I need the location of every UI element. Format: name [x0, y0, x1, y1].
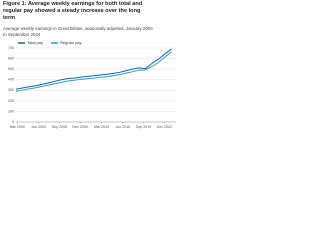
subtitle-box: Average weekly earnings in Great Britain… [3, 26, 153, 37]
x-tick-label: Mar 2013 [94, 125, 109, 129]
y-tick-label: 700 [8, 46, 14, 50]
y-tick-label: 400 [8, 78, 14, 82]
x-tick-label: Mar 2000 [10, 125, 25, 129]
y-tick-label: 600 [8, 57, 14, 61]
x-tick-label: Sep 2019 [136, 125, 151, 129]
y-tick-label: 0 [12, 120, 14, 124]
chart-title: Figure 1: Average weekly earnings for bo… [3, 1, 143, 21]
x-tick-label: Jun 2016 [115, 125, 130, 129]
x-tick-label: Dec 2022 [157, 125, 172, 129]
series-line [15, 48, 172, 90]
series-line [15, 51, 172, 92]
legend-label: Total pay [27, 40, 43, 45]
x-tick-label: Jun 2003 [31, 125, 46, 129]
legend-label: Regular pay [60, 40, 82, 45]
title-box: Figure 1: Average weekly earnings for bo… [3, 1, 143, 21]
y-tick-label: 100 [8, 109, 14, 113]
y-tick-label: 300 [8, 88, 14, 92]
y-tick-label: 200 [8, 99, 14, 103]
x-tick-label: Sep 2006 [52, 125, 67, 129]
chart-subtitle: Average weekly earnings in Great Britain… [3, 26, 153, 37]
x-tick-label: Dec 2009 [72, 125, 87, 129]
y-tick-label: 500 [8, 67, 14, 71]
chart: Figure 1: Average weekly earnings for bo… [0, 0, 180, 135]
